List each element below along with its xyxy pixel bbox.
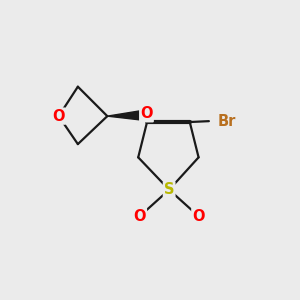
Text: O: O bbox=[52, 109, 65, 124]
Text: Br: Br bbox=[218, 114, 236, 129]
Polygon shape bbox=[107, 110, 146, 121]
Text: O: O bbox=[192, 209, 205, 224]
Text: O: O bbox=[140, 106, 153, 121]
Text: O: O bbox=[134, 209, 146, 224]
Text: S: S bbox=[164, 182, 174, 197]
